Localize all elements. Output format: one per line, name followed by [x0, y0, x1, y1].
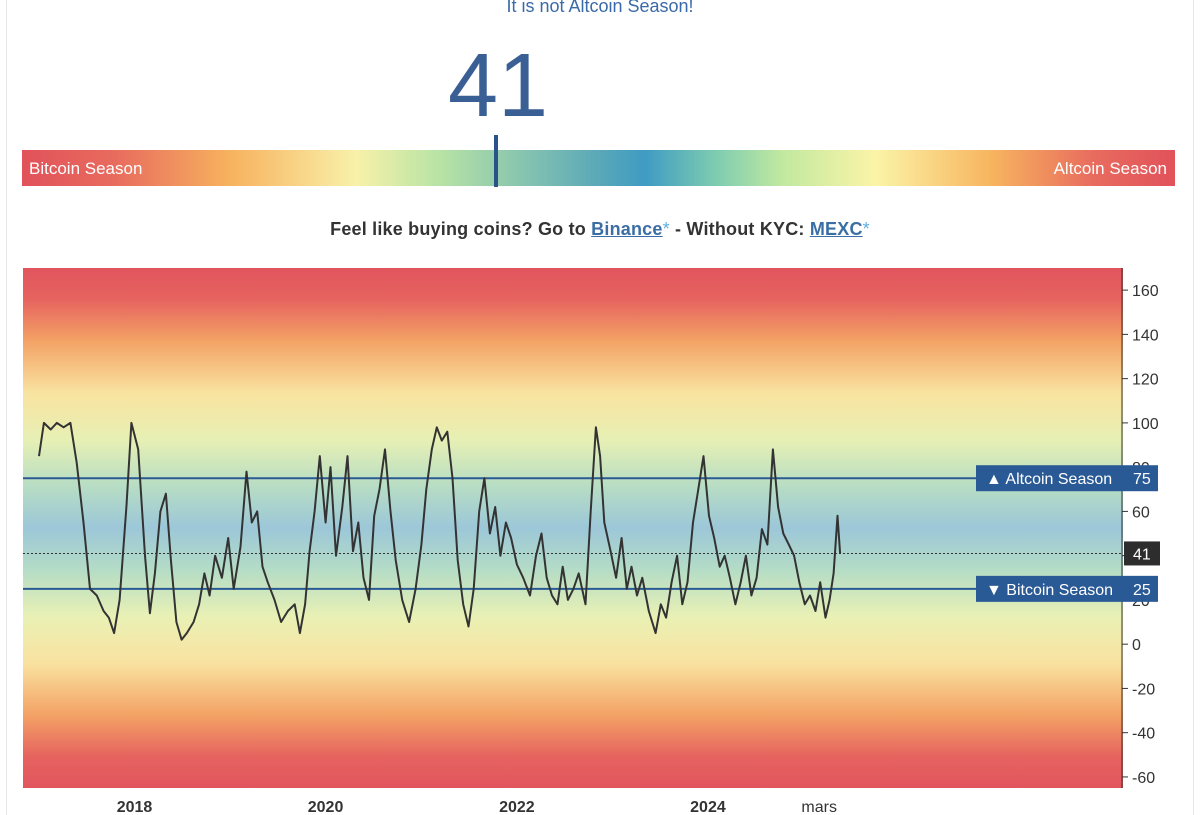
x-tick-label: 2018	[117, 799, 153, 815]
promo-line: Feel like buying coins? Go to Binance* -…	[0, 219, 1200, 240]
mexc-link[interactable]: MEXC	[809, 219, 863, 239]
y-tick-label: 0	[1132, 637, 1141, 654]
current-value-badge-label: 41	[1133, 546, 1151, 563]
threshold-badge	[976, 575, 1158, 602]
binance-star: *	[662, 219, 670, 239]
y-tick-label: 60	[1132, 504, 1150, 521]
mexc-star: *	[862, 219, 870, 239]
y-tick-label: 120	[1132, 372, 1159, 389]
y-tick-label: -60	[1132, 770, 1155, 787]
gauge-right-label: Altcoin Season	[1053, 159, 1167, 178]
chart-background	[23, 268, 1123, 788]
y-tick-label: 160	[1132, 283, 1159, 300]
x-tick-label: 2022	[499, 799, 535, 815]
x-tick-label: 2020	[308, 799, 344, 815]
current-value-badge	[1124, 541, 1160, 566]
x-tick-label: 2024	[690, 799, 726, 815]
season-headline: It is not Altcoin Season!	[506, 0, 694, 16]
gauge-left-label: Bitcoin Season	[29, 159, 143, 178]
threshold-badge-label: ▲ Altcoin Season	[986, 471, 1112, 488]
threshold-badge-value: 25	[1133, 582, 1151, 599]
altcoin-index-value: 41	[447, 36, 549, 136]
promo-prefix: Feel like buying coins? Go to	[330, 219, 592, 239]
y-tick-label: -40	[1132, 726, 1155, 743]
binance-link[interactable]: Binance	[591, 219, 663, 239]
threshold-badge-value: 75	[1133, 471, 1151, 488]
gauge-marker	[494, 135, 498, 187]
x-tick-label: mars	[801, 799, 837, 815]
season-gauge: Bitcoin Season Altcoin Season	[22, 150, 1175, 186]
y-tick-label: -20	[1132, 681, 1155, 698]
series-line	[38, 421, 842, 641]
threshold-badge-label: ▼ Bitcoin Season	[986, 582, 1113, 599]
y-tick-label: 100	[1132, 416, 1159, 433]
y-tick-label: 140	[1132, 327, 1159, 344]
threshold-badge	[976, 465, 1158, 492]
promo-middle: - Without KYC:	[669, 219, 810, 239]
